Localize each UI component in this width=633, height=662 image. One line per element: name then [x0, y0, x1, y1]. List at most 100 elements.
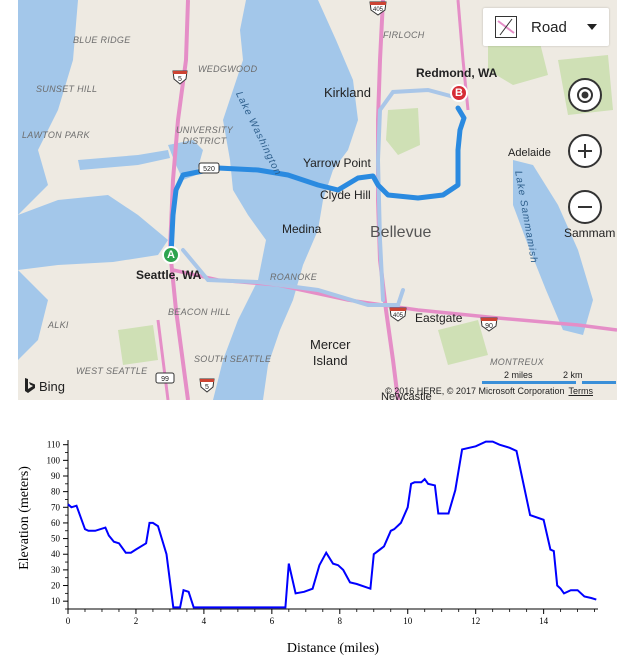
park	[438, 320, 488, 365]
terms-link[interactable]: Terms	[568, 386, 594, 396]
mercer-island-land	[303, 285, 348, 372]
route-start-marker[interactable]: A	[162, 246, 180, 264]
sr520-shield: 520	[198, 162, 220, 174]
bing-logo[interactable]: Bing	[24, 378, 65, 394]
y-tick-label: 10	[51, 596, 61, 606]
ship-canal	[78, 150, 170, 170]
zoom-out-icon	[578, 206, 592, 208]
locate-icon	[577, 87, 593, 103]
i405-south-shield-text: 405	[393, 313, 404, 319]
chevron-down-icon	[587, 24, 597, 30]
label-firloch: FIRLOCH	[383, 30, 425, 40]
interstate-5	[167, 0, 190, 400]
i5-south-shield: 5	[199, 378, 215, 393]
label-south-seattle: SOUTH SEATTLE	[194, 354, 272, 364]
bing-icon	[25, 378, 35, 393]
i405-south-shield: 405	[389, 307, 407, 322]
label-sammamish: Sammam	[564, 226, 616, 240]
map-style-label: Road	[531, 18, 567, 36]
alt-route-south[interactable]	[181, 248, 405, 307]
label-wedgwood: WEDGWOOD	[198, 64, 258, 74]
scale-km: 2 km	[563, 370, 583, 380]
y-tick-label: 100	[47, 455, 61, 465]
y-tick-label: 70	[51, 502, 61, 512]
map-style-icon	[495, 16, 517, 38]
zoom-out-button[interactable]	[568, 190, 602, 224]
elevation-chart-svg: 0 2 4 6 8 10 12 14 10 20 30 40 50 60 70 80 90 100 110 Dist…	[17, 440, 598, 656]
x-tick-label: 10	[403, 616, 413, 626]
scale-bar: 2 miles 2 km	[482, 370, 616, 384]
y-tick-label: 50	[51, 534, 61, 544]
park	[488, 35, 548, 85]
route-line[interactable]	[168, 105, 467, 258]
scale-miles-line	[482, 381, 576, 384]
scale-km-line	[582, 381, 616, 384]
label-beacon-hill: BEACON HILL	[168, 307, 231, 317]
y-tick-label: 110	[47, 440, 61, 450]
label-clyde-hill: Clyde Hill	[320, 188, 371, 202]
label-yarrow-point: Yarrow Point	[303, 156, 371, 170]
label-seattle: Seattle, WA	[136, 268, 202, 282]
zoom-in-icon	[578, 144, 592, 158]
route-end-marker[interactable]: B	[450, 84, 468, 102]
map-canvas[interactable]	[18, 0, 617, 400]
chart-axes: 0 2 4 6 8 10 12 14 10 20 30 40 50 60 70 80 90 100 110	[47, 440, 598, 626]
y-axis-title: Elevation (meters)	[17, 466, 32, 570]
elliott-bay	[18, 195, 168, 270]
x-tick-label: 14	[539, 616, 549, 626]
label-university-district: UNIVERSITY DISTRICT	[176, 125, 234, 146]
i5-south-shield-text: 5	[205, 384, 209, 391]
label-mercer-island: Mercer Island	[310, 337, 351, 368]
elevation-chart: 0 2 4 6 8 10 12 14 10 20 30 40 50 60 70 80 90 100 110 Dist…	[0, 400, 633, 662]
y-tick-label: 40	[51, 549, 61, 559]
puget-sound-south	[18, 270, 48, 360]
label-west-seattle: WEST SEATTLE	[76, 366, 148, 376]
map-style-dropdown[interactable]: Road	[483, 8, 609, 46]
label-bellevue: Bellevue	[370, 224, 432, 241]
bing-brand: Bing	[39, 378, 66, 394]
i405-shield-text: 405	[373, 7, 384, 13]
sr520-shield-text: 520	[203, 166, 215, 173]
label-alki: ALKI	[48, 320, 69, 330]
y-tick-label: 80	[51, 487, 61, 497]
map-view[interactable]: BLUE RIDGE WEDGWOOD FIRLOCH SUNSET HILL …	[18, 0, 617, 400]
label-montreux: MONTREUX	[490, 357, 544, 367]
i5-shield-text: 5	[178, 76, 182, 83]
park	[118, 325, 158, 365]
i90-shield: 90	[480, 317, 498, 332]
scale-miles: 2 miles	[504, 370, 533, 380]
sr99-shield: 99	[155, 372, 175, 384]
puget-sound-north	[18, 0, 78, 215]
label-medina: Medina	[282, 222, 322, 236]
label-sunset-hill: SUNSET HILL	[36, 84, 98, 94]
zoom-in-button[interactable]	[568, 134, 602, 168]
y-tick-label: 90	[51, 471, 61, 481]
label-adelaide: Adelaide	[508, 147, 551, 159]
label-blue-ridge: BLUE RIDGE	[73, 35, 131, 45]
label-lawton-park: LAWTON PARK	[22, 130, 90, 140]
i90-shield-text: 90	[485, 323, 493, 330]
y-tick-label: 20	[51, 581, 61, 591]
park	[386, 108, 420, 155]
x-tick-label: 4	[202, 616, 207, 626]
alt-route-north[interactable]	[375, 87, 460, 302]
label-kirkland: Kirkland	[324, 85, 371, 100]
locate-button[interactable]	[568, 78, 602, 112]
x-tick-label: 12	[471, 616, 480, 626]
y-tick-label: 30	[51, 565, 61, 575]
i405-shield: 405	[369, 1, 387, 16]
attribution-text: © 2016 HERE, © 2017 Microsoft Corporatio…	[385, 386, 565, 396]
sr99-shield-text: 99	[161, 376, 169, 383]
x-tick-label: 0	[66, 616, 71, 626]
elevation-line	[67, 440, 597, 609]
lake-sammamish	[513, 160, 593, 335]
sr-99	[156, 319, 170, 400]
attribution: © 2016 HERE, © 2017 Microsoft Corporatio…	[385, 386, 593, 396]
x-axis-title: Distance (miles)	[287, 641, 379, 656]
x-tick-label: 8	[338, 616, 343, 626]
x-tick-label: 6	[270, 616, 275, 626]
label-redmond: Redmond, WA	[416, 66, 498, 80]
lake-washington	[213, 0, 358, 400]
y-tick-label: 60	[51, 518, 61, 528]
i5-shield: 5	[172, 70, 188, 85]
